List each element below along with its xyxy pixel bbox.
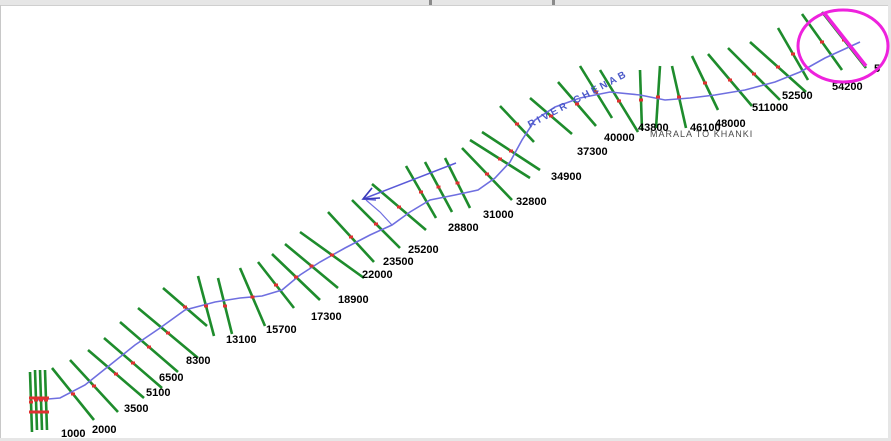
station-label: 5100 [146, 387, 170, 399]
bank-marker [29, 400, 33, 404]
station-label: 3500 [124, 403, 148, 415]
flow-arrow-icon [361, 162, 457, 201]
station-label: 25200 [408, 244, 439, 256]
bottom-border [0, 438, 891, 441]
top-bar-tick [429, 0, 432, 5]
bank-marker [677, 95, 681, 99]
bank-marker [274, 283, 278, 287]
bank-marker [776, 65, 780, 69]
bank-marker [374, 222, 378, 226]
station-label: 23500 [383, 256, 414, 268]
station-label: 34900 [551, 171, 582, 183]
station-label: 22000 [362, 269, 393, 281]
bank-marker [29, 396, 34, 400]
station-label: 43800 [638, 122, 669, 134]
bank-marker [309, 264, 314, 268]
bank-marker [728, 78, 732, 82]
river-branch [365, 199, 393, 226]
bank-marker [791, 52, 795, 56]
bank-marker [639, 98, 643, 102]
bank-marker [39, 396, 44, 400]
bank-marker [509, 149, 513, 153]
station-label: 1000 [61, 428, 85, 440]
bank-marker [330, 253, 334, 257]
station-label: 17300 [311, 311, 342, 323]
bank-marker [419, 190, 423, 194]
station-label: 8300 [186, 355, 210, 367]
bank-marker [485, 172, 489, 176]
bank-marker [183, 305, 187, 309]
bank-marker [703, 81, 707, 85]
bank-marker [39, 398, 43, 402]
river-name-label: RIVER CHENAB [526, 68, 630, 130]
bank-marker [294, 275, 298, 279]
station-label: 48000 [715, 118, 746, 130]
bank-marker [820, 40, 824, 44]
station-label: 31000 [483, 209, 514, 221]
bank-marker [752, 72, 756, 76]
bank-marker [114, 372, 118, 376]
bank-marker [455, 181, 460, 185]
bank-marker [92, 384, 96, 388]
bank-marker [166, 331, 170, 335]
station-label: 18900 [338, 294, 369, 306]
top-bar-tick [552, 0, 555, 5]
station-label: 28800 [448, 222, 479, 234]
bank-marker [44, 398, 48, 402]
bank-marker [147, 345, 151, 349]
bank-marker [204, 304, 208, 308]
highlight-circle [796, 8, 890, 84]
place-name-label: MARALA TO KHANKI [650, 129, 753, 139]
bank-marker [223, 304, 227, 308]
bank-marker [131, 361, 135, 365]
station-label: 2000 [92, 424, 116, 436]
bank-marker [349, 235, 353, 239]
bank-marker [34, 410, 39, 414]
window-top-bar [0, 0, 891, 6]
bank-marker [34, 398, 38, 402]
station-label: 54200 [832, 81, 863, 93]
bank-marker [498, 157, 502, 161]
bank-marker [71, 392, 75, 396]
bank-marker [515, 122, 519, 126]
bank-marker [39, 410, 44, 414]
station-label: 13100 [226, 334, 257, 346]
bank-marker [575, 102, 579, 106]
bank-marker [44, 396, 49, 400]
station-label: 52500 [782, 90, 813, 102]
bank-marker [397, 205, 401, 209]
river-centerline [35, 41, 861, 401]
bank-marker [44, 410, 49, 414]
bank-marker [436, 185, 441, 189]
bank-marker [250, 295, 255, 299]
left-border [0, 5, 1, 441]
station-label: 40000 [604, 132, 635, 144]
river-layer [35, 41, 861, 401]
markers-layer [29, 38, 846, 414]
bank-marker [617, 99, 621, 103]
station-label: 46100 [690, 122, 721, 134]
station-label: 15700 [266, 324, 297, 336]
bank-marker [656, 95, 660, 99]
station-label: 32800 [516, 196, 547, 208]
station-label: 37300 [577, 146, 608, 158]
right-border [888, 5, 891, 441]
bank-marker [594, 90, 598, 94]
station-label: 511000 [752, 102, 788, 114]
bank-marker [549, 114, 553, 118]
bank-marker [29, 410, 34, 414]
bank-marker [34, 396, 39, 400]
station-label: 6500 [159, 372, 183, 384]
